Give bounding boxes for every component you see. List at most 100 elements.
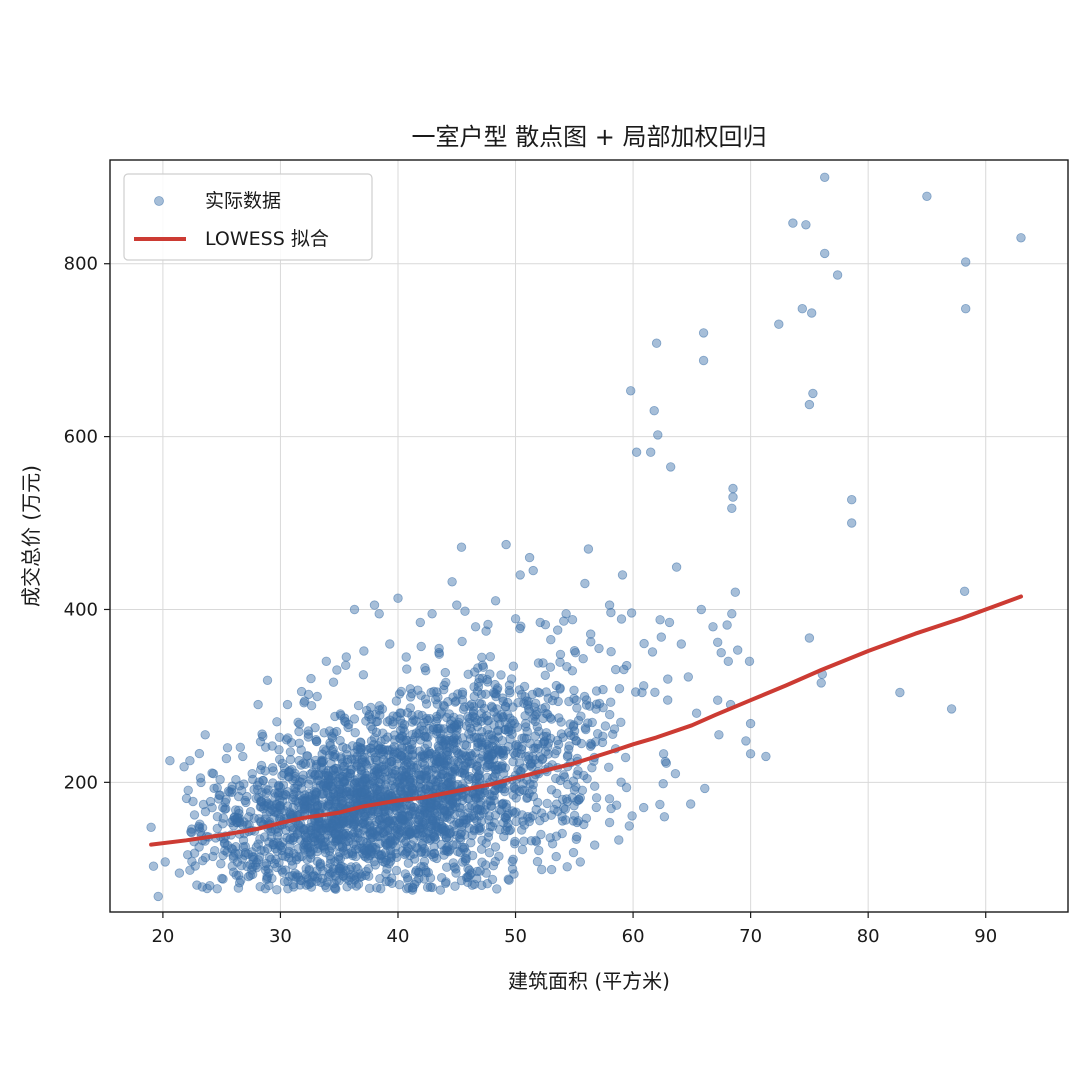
- scatter-point: [508, 661, 519, 671]
- scatter-point: [325, 791, 335, 802]
- scatter-point: [483, 832, 494, 842]
- scatter-point: [231, 775, 241, 785]
- scatter-point: [609, 724, 620, 734]
- scatter-point: [531, 835, 541, 846]
- scatter-point: [450, 881, 460, 891]
- scatter-point: [604, 762, 614, 773]
- scatter-point: [338, 796, 348, 806]
- scatter-point: [475, 765, 485, 776]
- scatter-point: [464, 802, 475, 813]
- scatter-point: [437, 873, 447, 883]
- scatter-point: [214, 790, 225, 801]
- scatter-point: [375, 743, 386, 753]
- scatter-point: [475, 866, 485, 876]
- scatter-point: [562, 862, 572, 872]
- scatter-point: [490, 842, 501, 852]
- x-tick-label: 80: [857, 926, 880, 947]
- scatter-point: [272, 885, 282, 895]
- scatter-point: [249, 784, 259, 795]
- scatter-point: [352, 741, 363, 752]
- scatter-point: [666, 462, 676, 472]
- scatter-point: [847, 518, 857, 528]
- scatter-point: [264, 880, 274, 891]
- scatter-point: [270, 792, 280, 802]
- scatter-point: [407, 729, 418, 740]
- scatter-point: [505, 734, 515, 744]
- scatter-point: [604, 794, 615, 804]
- scatter-point: [477, 857, 487, 867]
- scatter-point: [528, 565, 538, 576]
- scatter-point: [394, 689, 405, 699]
- scatter-point: [423, 867, 434, 878]
- scatter-point: [493, 683, 503, 693]
- scatter-point: [445, 828, 456, 838]
- scatter-point: [527, 785, 538, 795]
- scatter-point: [405, 775, 415, 785]
- scatter-point: [745, 718, 756, 729]
- scatter-point: [649, 406, 659, 416]
- scatter-point: [487, 874, 498, 885]
- scatter-point: [621, 782, 632, 793]
- scatter-point: [447, 804, 457, 814]
- scatter-point: [341, 660, 351, 671]
- scatter-point: [236, 861, 247, 871]
- scatter-point: [387, 878, 397, 889]
- scatter-point: [651, 338, 662, 348]
- scatter-point: [655, 615, 665, 625]
- legend: 实际数据 LOWESS 拟合: [123, 173, 373, 261]
- scatter-point: [476, 716, 487, 726]
- scatter-point: [580, 578, 590, 589]
- scatter-point: [165, 756, 175, 766]
- scatter-point: [358, 670, 369, 680]
- scatter-point: [513, 698, 523, 708]
- scatter-point: [285, 835, 295, 845]
- scatter-point: [345, 772, 355, 783]
- scatter-point: [486, 701, 497, 712]
- scatter-point: [532, 856, 543, 867]
- scatter-point: [338, 817, 348, 827]
- scatter-point: [179, 762, 189, 772]
- y-tick-label: 200: [64, 772, 98, 793]
- scatter-point: [555, 684, 565, 694]
- scatter-point: [460, 740, 470, 750]
- scatter-point: [614, 684, 625, 694]
- scatter-point: [520, 692, 530, 702]
- scatter-point: [499, 831, 509, 842]
- scatter-point: [341, 841, 352, 851]
- scatter-point: [504, 724, 514, 734]
- scatter-point: [650, 687, 660, 698]
- scatter-point: [429, 832, 440, 843]
- x-axis-ticks: 20 30 40 50 60 70 80 90: [151, 912, 997, 947]
- scatter-point: [564, 696, 574, 707]
- scatter-point: [379, 764, 389, 775]
- scatter-point: [518, 778, 528, 789]
- scatter-point: [306, 673, 316, 684]
- legend-label-scatter: 实际数据: [205, 190, 281, 212]
- scatter-point: [277, 865, 287, 875]
- scatter-point: [185, 756, 195, 766]
- scatter-point: [323, 872, 334, 882]
- scatter-point: [405, 684, 416, 694]
- x-tick-label: 60: [622, 926, 645, 947]
- scatter-point: [626, 608, 637, 618]
- scatter-point: [442, 862, 452, 872]
- scatter-point: [375, 874, 385, 884]
- scatter-point: [291, 852, 302, 862]
- scatter-point: [661, 758, 672, 768]
- scatter-point: [505, 688, 515, 698]
- scatter-point: [422, 810, 433, 821]
- scatter-point: [440, 734, 450, 744]
- scatter-point: [216, 859, 226, 869]
- scatter-point: [433, 777, 444, 788]
- scatter-point: [395, 733, 405, 744]
- scatter-point: [388, 752, 399, 762]
- scatter-point: [375, 824, 386, 834]
- scatter-point: [428, 813, 438, 824]
- scatter-point: [451, 864, 461, 874]
- scatter-point: [253, 855, 264, 865]
- scatter-point: [319, 728, 329, 738]
- scatter-point: [521, 718, 531, 729]
- scatter-point: [500, 724, 510, 735]
- scatter-point: [474, 673, 485, 684]
- scatter-point: [338, 761, 348, 772]
